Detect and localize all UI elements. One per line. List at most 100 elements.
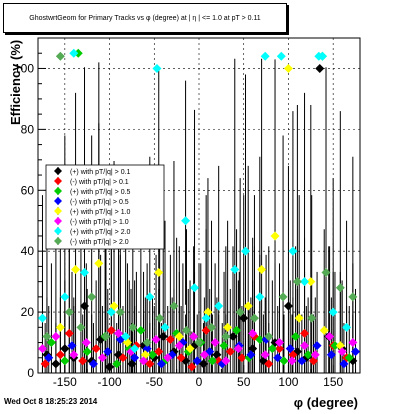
y-axis-label: Efficiency (%) xyxy=(8,39,23,125)
data-point xyxy=(136,325,146,335)
data-point xyxy=(249,313,259,323)
data-point xyxy=(189,331,199,341)
data-point xyxy=(55,51,65,61)
data-point xyxy=(243,301,253,311)
data-point xyxy=(260,350,270,360)
data-point xyxy=(207,322,217,332)
data-point xyxy=(264,359,274,369)
data-point xyxy=(303,350,313,360)
data-point xyxy=(37,344,47,354)
data-point xyxy=(42,331,52,341)
data-point xyxy=(80,268,90,277)
data-point xyxy=(46,338,56,348)
data-point xyxy=(115,307,125,317)
data-point xyxy=(60,344,70,354)
data-point xyxy=(283,301,293,311)
data-point xyxy=(152,63,162,73)
data-point xyxy=(154,347,164,357)
data-point xyxy=(190,283,200,293)
data-point xyxy=(275,344,284,354)
y-tick-label: 40 xyxy=(21,244,35,258)
legend-label: (+) with pT/|q| > 0.1 xyxy=(70,169,131,176)
data-point xyxy=(225,347,235,357)
data-point xyxy=(315,63,325,73)
data-point xyxy=(101,331,111,341)
data-point xyxy=(181,325,191,335)
data-point xyxy=(60,292,70,302)
data-point xyxy=(198,359,208,369)
data-point xyxy=(328,307,338,317)
data-point xyxy=(348,292,358,302)
data-point xyxy=(55,350,65,360)
data-point xyxy=(114,328,123,338)
grid xyxy=(38,38,360,374)
data-point xyxy=(187,362,197,372)
y-tick-label: 100 xyxy=(14,61,34,75)
legend-marker xyxy=(54,237,62,245)
data-point xyxy=(80,301,90,311)
data-point xyxy=(219,341,229,351)
data-point xyxy=(139,356,149,366)
data-point xyxy=(78,356,88,366)
legend-label: (-) with pT/|q| > 0.1 xyxy=(70,179,129,186)
data-point xyxy=(221,356,231,366)
legend-marker xyxy=(54,177,62,185)
data-point xyxy=(207,356,217,366)
y-tick-label: 20 xyxy=(21,305,35,319)
data-point xyxy=(87,292,97,302)
data-point xyxy=(228,331,238,341)
data-point xyxy=(128,322,138,332)
x-axis-label: φ (degree) xyxy=(293,395,358,410)
data-point xyxy=(64,328,74,338)
legend-marker xyxy=(54,187,62,195)
data-point xyxy=(174,341,184,351)
legend-marker xyxy=(54,167,62,175)
x-tick-label: 50 xyxy=(237,375,251,389)
x-tick-label: -50 xyxy=(146,375,164,389)
data-point xyxy=(51,331,61,341)
data-point xyxy=(288,246,298,256)
data-point xyxy=(165,335,175,344)
legend-label: (-) with pT/|q| > 0.5 xyxy=(70,199,129,206)
data-point xyxy=(310,350,320,360)
data-point xyxy=(326,350,336,360)
data-point xyxy=(192,356,202,366)
data-point xyxy=(221,331,231,341)
data-point xyxy=(181,216,191,226)
data-point xyxy=(130,344,140,354)
data-point xyxy=(275,338,284,348)
data-point xyxy=(147,350,157,360)
data-point xyxy=(300,277,310,287)
legend-marker xyxy=(54,197,62,205)
data-point xyxy=(176,353,186,363)
data-point xyxy=(230,264,240,274)
data-point xyxy=(307,313,317,323)
legend-marker xyxy=(54,207,62,215)
data-point xyxy=(232,325,242,335)
data-point xyxy=(235,307,245,317)
data-point xyxy=(60,356,70,366)
data-point xyxy=(174,331,184,341)
x-tick-label: -150 xyxy=(53,375,77,389)
data-point xyxy=(67,341,77,351)
data-point xyxy=(103,347,113,357)
data-point xyxy=(335,283,345,293)
data-point xyxy=(91,344,101,354)
legend: (+) with pT/|q| > 0.1 (-) with pT/|q| > 0… xyxy=(45,164,165,250)
data-point xyxy=(278,292,288,302)
data-point xyxy=(94,258,104,268)
data-point xyxy=(279,356,289,366)
legend-label: (-) with pT/|q| > 1.0 xyxy=(70,219,129,226)
data-point xyxy=(76,322,86,332)
data-point xyxy=(201,313,211,323)
data-point xyxy=(330,341,340,351)
data-point xyxy=(194,338,204,348)
data-point xyxy=(154,268,164,277)
data-point xyxy=(317,51,327,61)
data-point xyxy=(351,347,361,357)
x-tick-label: 150 xyxy=(323,375,343,389)
data-point xyxy=(44,353,54,363)
data-point xyxy=(297,356,307,366)
y-tick-label: 0 xyxy=(27,366,34,380)
data-point xyxy=(339,359,349,369)
